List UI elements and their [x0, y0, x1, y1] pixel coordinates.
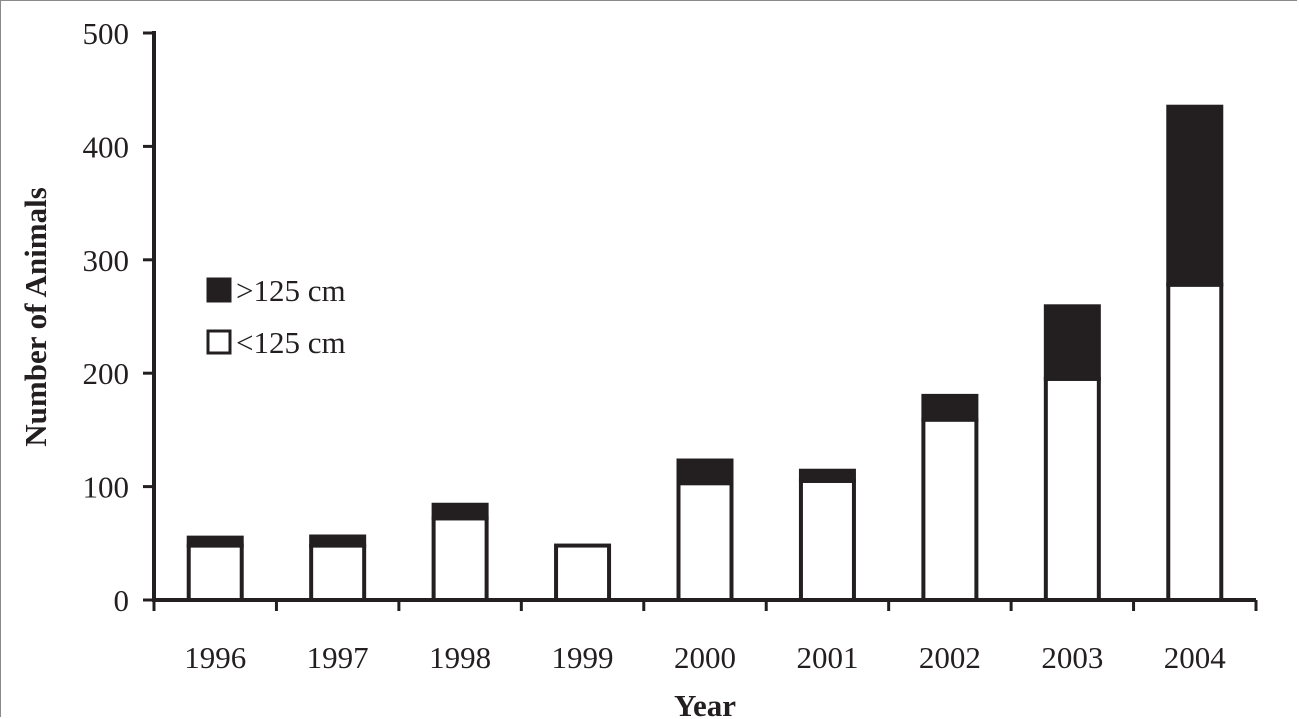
- y-tick-label-0: 0: [114, 583, 130, 618]
- bar-2000-small: [676, 481, 734, 602]
- legend: >125 cm <125 cm: [206, 273, 346, 360]
- bar-2001-small: [798, 478, 856, 602]
- x-tick-label-2002: 2002: [919, 640, 981, 675]
- bars-layer: [186, 104, 1224, 602]
- y-tick-label-200: 200: [83, 356, 130, 391]
- bar-1999-small: [554, 543, 612, 602]
- bar-2003-large: [1043, 304, 1101, 381]
- bar-2002-large: [921, 393, 979, 422]
- y-axis-title: Number of Animals: [18, 187, 53, 447]
- y-tick-label-100: 100: [83, 470, 130, 505]
- y-tick-label-400: 400: [83, 129, 130, 164]
- y-ticks: 0 100 200 300 400 500: [83, 16, 154, 618]
- bar-1997-large: [309, 534, 367, 548]
- legend-label-large: >125 cm: [236, 273, 346, 308]
- bar-2001-large: [798, 468, 856, 483]
- bar-1998-large: [431, 502, 489, 521]
- axes-layer: [152, 31, 1256, 602]
- x-tick-label-2003: 2003: [1041, 640, 1103, 675]
- x-tick-label-2000: 2000: [674, 640, 736, 675]
- x-tick-label-1999: 1999: [552, 640, 614, 675]
- bar-2002-small: [921, 417, 979, 602]
- y-tick-label-500: 500: [83, 16, 130, 51]
- y-tick-label-300: 300: [83, 243, 130, 278]
- x-tick-label-1998: 1998: [429, 640, 491, 675]
- bar-1997-small: [309, 543, 367, 602]
- legend-swatch-large: [206, 277, 232, 303]
- x-axis-title: Year: [674, 688, 736, 719]
- bar-1998-small: [431, 516, 489, 602]
- bar-1996-small: [186, 543, 244, 602]
- x-tick-label-2004: 2004: [1164, 640, 1227, 675]
- x-tick-label-1996: 1996: [184, 640, 246, 675]
- bar-1996-large: [186, 535, 244, 548]
- x-ticks: 1996 1997 1998 1999 2000 2001 2002 2003 2004: [152, 600, 1258, 675]
- bar-2004-small: [1166, 282, 1224, 602]
- bar-2004-large: [1166, 104, 1224, 287]
- x-tick-label-1997: 1997: [307, 640, 369, 675]
- bar-2003-small: [1043, 376, 1101, 602]
- x-tick-label-2001: 2001: [796, 640, 858, 675]
- bar-2000-large: [676, 458, 734, 486]
- legend-label-small: <125 cm: [236, 325, 346, 360]
- legend-swatch-small: [206, 329, 232, 355]
